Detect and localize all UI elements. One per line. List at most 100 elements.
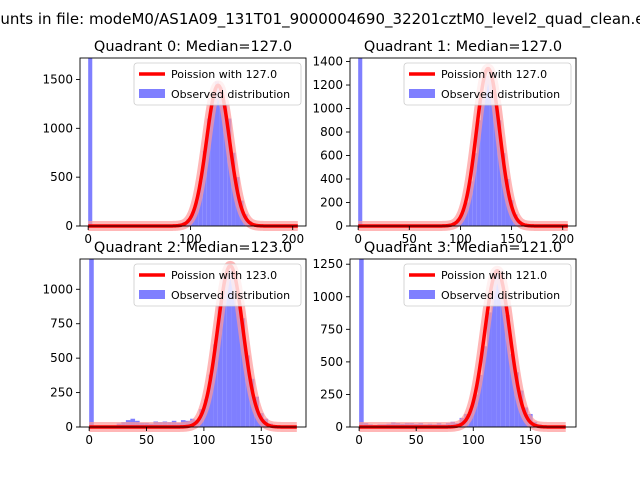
- legend-hist-label: Observed distribution: [171, 289, 290, 302]
- histogram-bar: [206, 118, 211, 226]
- x-tick-label: 200: [281, 232, 304, 246]
- histogram-bar: [210, 94, 215, 227]
- y-tick-label: 500: [320, 355, 343, 369]
- legend-box: [133, 263, 302, 307]
- y-tick-label: 0: [65, 420, 73, 434]
- histogram-bar: [236, 305, 241, 427]
- y-tick-label: 800: [320, 125, 343, 139]
- histogram-bar: [89, 259, 94, 427]
- legend-fit-label: Poission with 127.0: [171, 68, 277, 81]
- y-tick-label: 400: [320, 172, 343, 186]
- legend-box: [403, 263, 572, 307]
- subplot-quadrant-3: 0 50 100 150 0 250 500 750 1000 1250 Poission with…: [312, 240, 577, 447]
- histogram-bar: [484, 75, 490, 226]
- y-tick-label: 1200: [312, 78, 343, 92]
- y-tick-label: 750: [320, 322, 343, 336]
- histogram-bar: [477, 374, 483, 427]
- x-tick-label: 150: [519, 433, 542, 447]
- y-tick-label: 1000: [312, 290, 343, 304]
- y-tick-label: 1000: [42, 282, 73, 296]
- y-tick-label: 0: [65, 219, 73, 233]
- x-tick-label: 50: [402, 232, 417, 246]
- histogram-bar: [222, 278, 227, 427]
- figure-suptitle: Counts in file: modeM0/AS1A09_131T01_900…: [0, 10, 640, 29]
- subplot-title: Quadrant 3: Median=121.0: [364, 240, 562, 256]
- x-tick-label: 100: [179, 232, 202, 246]
- histogram-bar: [240, 318, 246, 427]
- legend-hist-swatch: [409, 290, 435, 299]
- y-tick-label: 0: [335, 219, 343, 233]
- legend-box: [133, 62, 302, 106]
- x-tick-label: 0: [354, 232, 362, 246]
- legend-fit-label: Poission with 127.0: [441, 68, 547, 81]
- histogram-bar: [496, 270, 501, 427]
- axes-frame: [349, 258, 577, 428]
- legend-hist-swatch: [139, 290, 165, 299]
- histogram-bar: [223, 103, 228, 226]
- x-tick-label: 0: [85, 433, 93, 447]
- subplot-title: Quadrant 2: Median=123.0: [94, 240, 292, 256]
- histogram-bar: [217, 305, 223, 427]
- histogram-bar: [226, 264, 232, 427]
- subplot-title: Quadrant 0: Median=127.0: [94, 39, 292, 55]
- legend-fit-label: Poission with 121.0: [441, 269, 547, 282]
- histogram-bar: [489, 79, 494, 226]
- histogram-bar: [500, 296, 506, 427]
- axes-frame: [349, 57, 577, 227]
- y-tick-label: 200: [320, 196, 343, 210]
- histogram-bar: [482, 346, 487, 427]
- histogram-bar: [476, 120, 481, 226]
- histogram-bar: [468, 181, 473, 226]
- histogram-bar: [358, 58, 363, 226]
- legend-hist-label: Observed distribution: [441, 289, 560, 302]
- y-tick-label: 750: [50, 317, 73, 331]
- histogram-bar: [213, 344, 218, 427]
- histogram-bar: [231, 272, 237, 427]
- subplot-title: Quadrant 1: Median=127.0: [364, 39, 562, 55]
- histogram-bar: [509, 354, 515, 427]
- legend-fit-label: Poission with 123.0: [171, 269, 277, 282]
- y-tick-label: 600: [320, 149, 343, 163]
- x-tick-label: 150: [500, 232, 523, 246]
- subplot-quadrant-1: 0 50 100 150 200 0 200 400 600 800 1000 1200 1400 Poi…: [312, 39, 577, 246]
- histogram-bar: [497, 120, 502, 226]
- histogram-bar: [491, 278, 497, 427]
- histogram-bar: [214, 81, 220, 226]
- x-tick-label: 0: [355, 433, 363, 447]
- x-tick-label: 0: [84, 232, 92, 246]
- legend-hist-label: Observed distribution: [171, 88, 290, 101]
- histogram-bar: [219, 87, 224, 226]
- y-tick-label: 1500: [42, 72, 73, 86]
- subplot-quadrant-0: 0 100 200 0 500 1000 1500 Poission with 127.0 Ob…: [42, 39, 307, 246]
- y-tick-label: 1250: [312, 257, 343, 271]
- y-tick-label: 1000: [42, 121, 73, 135]
- x-tick-label: 100: [462, 433, 485, 447]
- histogram-bar: [202, 150, 207, 226]
- x-tick-label: 200: [551, 232, 574, 246]
- axes-frame: [79, 258, 307, 428]
- x-tick-label: 50: [409, 433, 424, 447]
- legend-hist-label: Observed distribution: [441, 88, 560, 101]
- legend-hist-swatch: [409, 89, 435, 98]
- y-tick-label: 250: [50, 386, 73, 400]
- histogram-bar: [493, 96, 498, 227]
- x-tick-label: 50: [139, 433, 154, 447]
- axes-frame: [79, 57, 307, 227]
- x-tick-label: 100: [192, 433, 215, 447]
- histogram-bar: [88, 58, 93, 226]
- x-tick-label: 100: [449, 232, 472, 246]
- x-tick-label: 150: [250, 433, 273, 447]
- histogram-bar: [472, 153, 477, 226]
- y-tick-label: 1000: [312, 102, 343, 116]
- legend-hist-swatch: [139, 89, 165, 98]
- y-tick-label: 1400: [312, 55, 343, 69]
- y-tick-label: 500: [50, 351, 73, 365]
- histogram-bar: [486, 312, 492, 427]
- histogram-bar: [480, 94, 485, 226]
- histogram-bar: [359, 259, 364, 427]
- legend-box: [403, 62, 572, 106]
- histogram-bar: [505, 315, 510, 427]
- y-tick-label: 500: [50, 170, 73, 184]
